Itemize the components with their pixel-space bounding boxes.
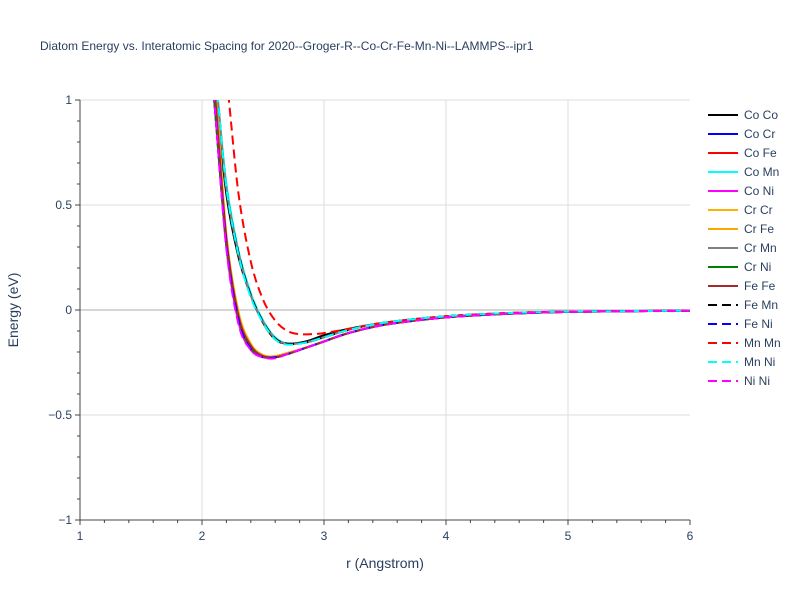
legend-label-fe-mn: Fe Mn <box>744 298 778 312</box>
y-tick-label: −0.5 <box>48 408 72 422</box>
x-tick-label: 5 <box>565 529 572 543</box>
x-tick-label: 4 <box>443 529 450 543</box>
legend: Co Co Co Cr Co Fe Co Mn Co Ni Cr Cr Cr Fe Cr Mn… <box>708 108 781 388</box>
chart-title: Diatom Energy vs. Interatomic Spacing fo… <box>40 39 534 53</box>
legend-label-cr-ni: Cr Ni <box>744 260 771 274</box>
series-line-ni-ni <box>213 100 690 360</box>
x-tick-label: 6 <box>687 529 694 543</box>
y-tick-label: −1 <box>58 513 72 527</box>
legend-label-fe-ni: Fe Ni <box>744 317 773 331</box>
plot-area <box>213 100 690 360</box>
legend-label-co-cr: Co Cr <box>744 127 775 141</box>
series-line-mn-ni <box>216 100 690 346</box>
y-tick-label: 0.5 <box>55 198 72 212</box>
x-axis-label: r (Angstrom) <box>346 555 424 571</box>
legend-label-co-co: Co Co <box>744 108 778 122</box>
legend-label-cr-cr: Cr Cr <box>744 203 773 217</box>
y-tick-label: 0 <box>65 303 72 317</box>
legend-label-cr-fe: Cr Fe <box>744 222 774 236</box>
y-axis: 1 0.5 0 −0.5 −1 <box>48 93 81 527</box>
legend-label-co-mn: Co Mn <box>744 165 779 179</box>
x-axis: 1 2 3 4 5 6 <box>77 519 694 543</box>
x-tick-label: 3 <box>321 529 328 543</box>
legend-label-fe-fe: Fe Fe <box>744 279 776 293</box>
x-tick-label: 1 <box>77 529 84 543</box>
legend-label-co-ni: Co Ni <box>744 184 774 198</box>
legend-label-mn-mn: Mn Mn <box>744 336 781 350</box>
legend-label-mn-ni: Mn Ni <box>744 355 775 369</box>
legend-label-cr-mn: Cr Mn <box>744 241 777 255</box>
y-axis-label: Energy (eV) <box>5 273 21 348</box>
legend-label-ni-ni: Ni Ni <box>744 374 770 388</box>
x-tick-label: 2 <box>199 529 206 543</box>
y-tick-label: 1 <box>65 93 72 107</box>
legend-label-co-fe: Co Fe <box>744 146 777 160</box>
